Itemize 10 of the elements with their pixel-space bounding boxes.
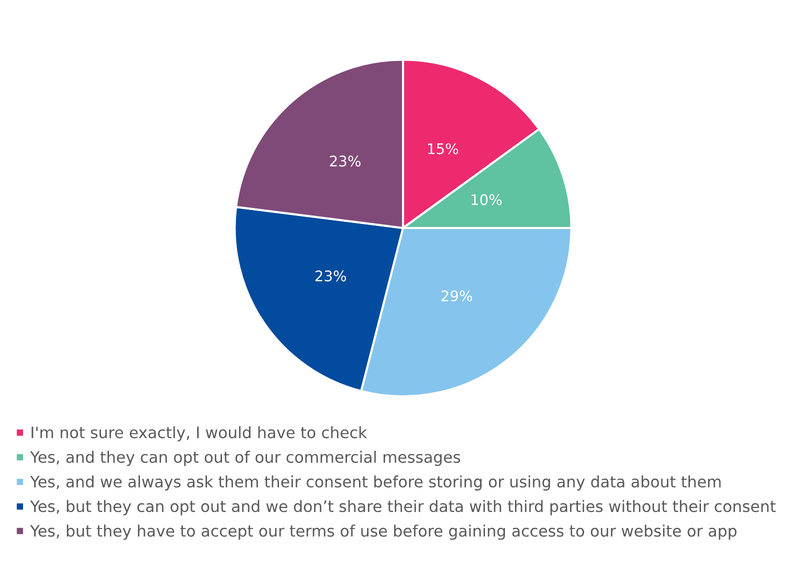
data-label: 23% (315, 270, 346, 282)
legend-label: I'm not sure exactly, I would have to check (32, 426, 368, 442)
legend-label: Yes, and they can opt out of our commercial messages (30, 450, 460, 466)
data-label: 15% (428, 143, 458, 154)
data-label: 23% (330, 156, 361, 167)
data-label: 10% (472, 194, 502, 206)
legend-label: Yes, but they can opt out and we don’t share their data with third parties without their consent (30, 500, 776, 516)
data-label: 29% (442, 290, 472, 302)
legend-label: Yes, but they have to accept our terms of use before gaining access to our website or app (30, 524, 736, 540)
legend-label: Yes, and we always ask them their consent before storing or using any data about them (30, 475, 721, 491)
